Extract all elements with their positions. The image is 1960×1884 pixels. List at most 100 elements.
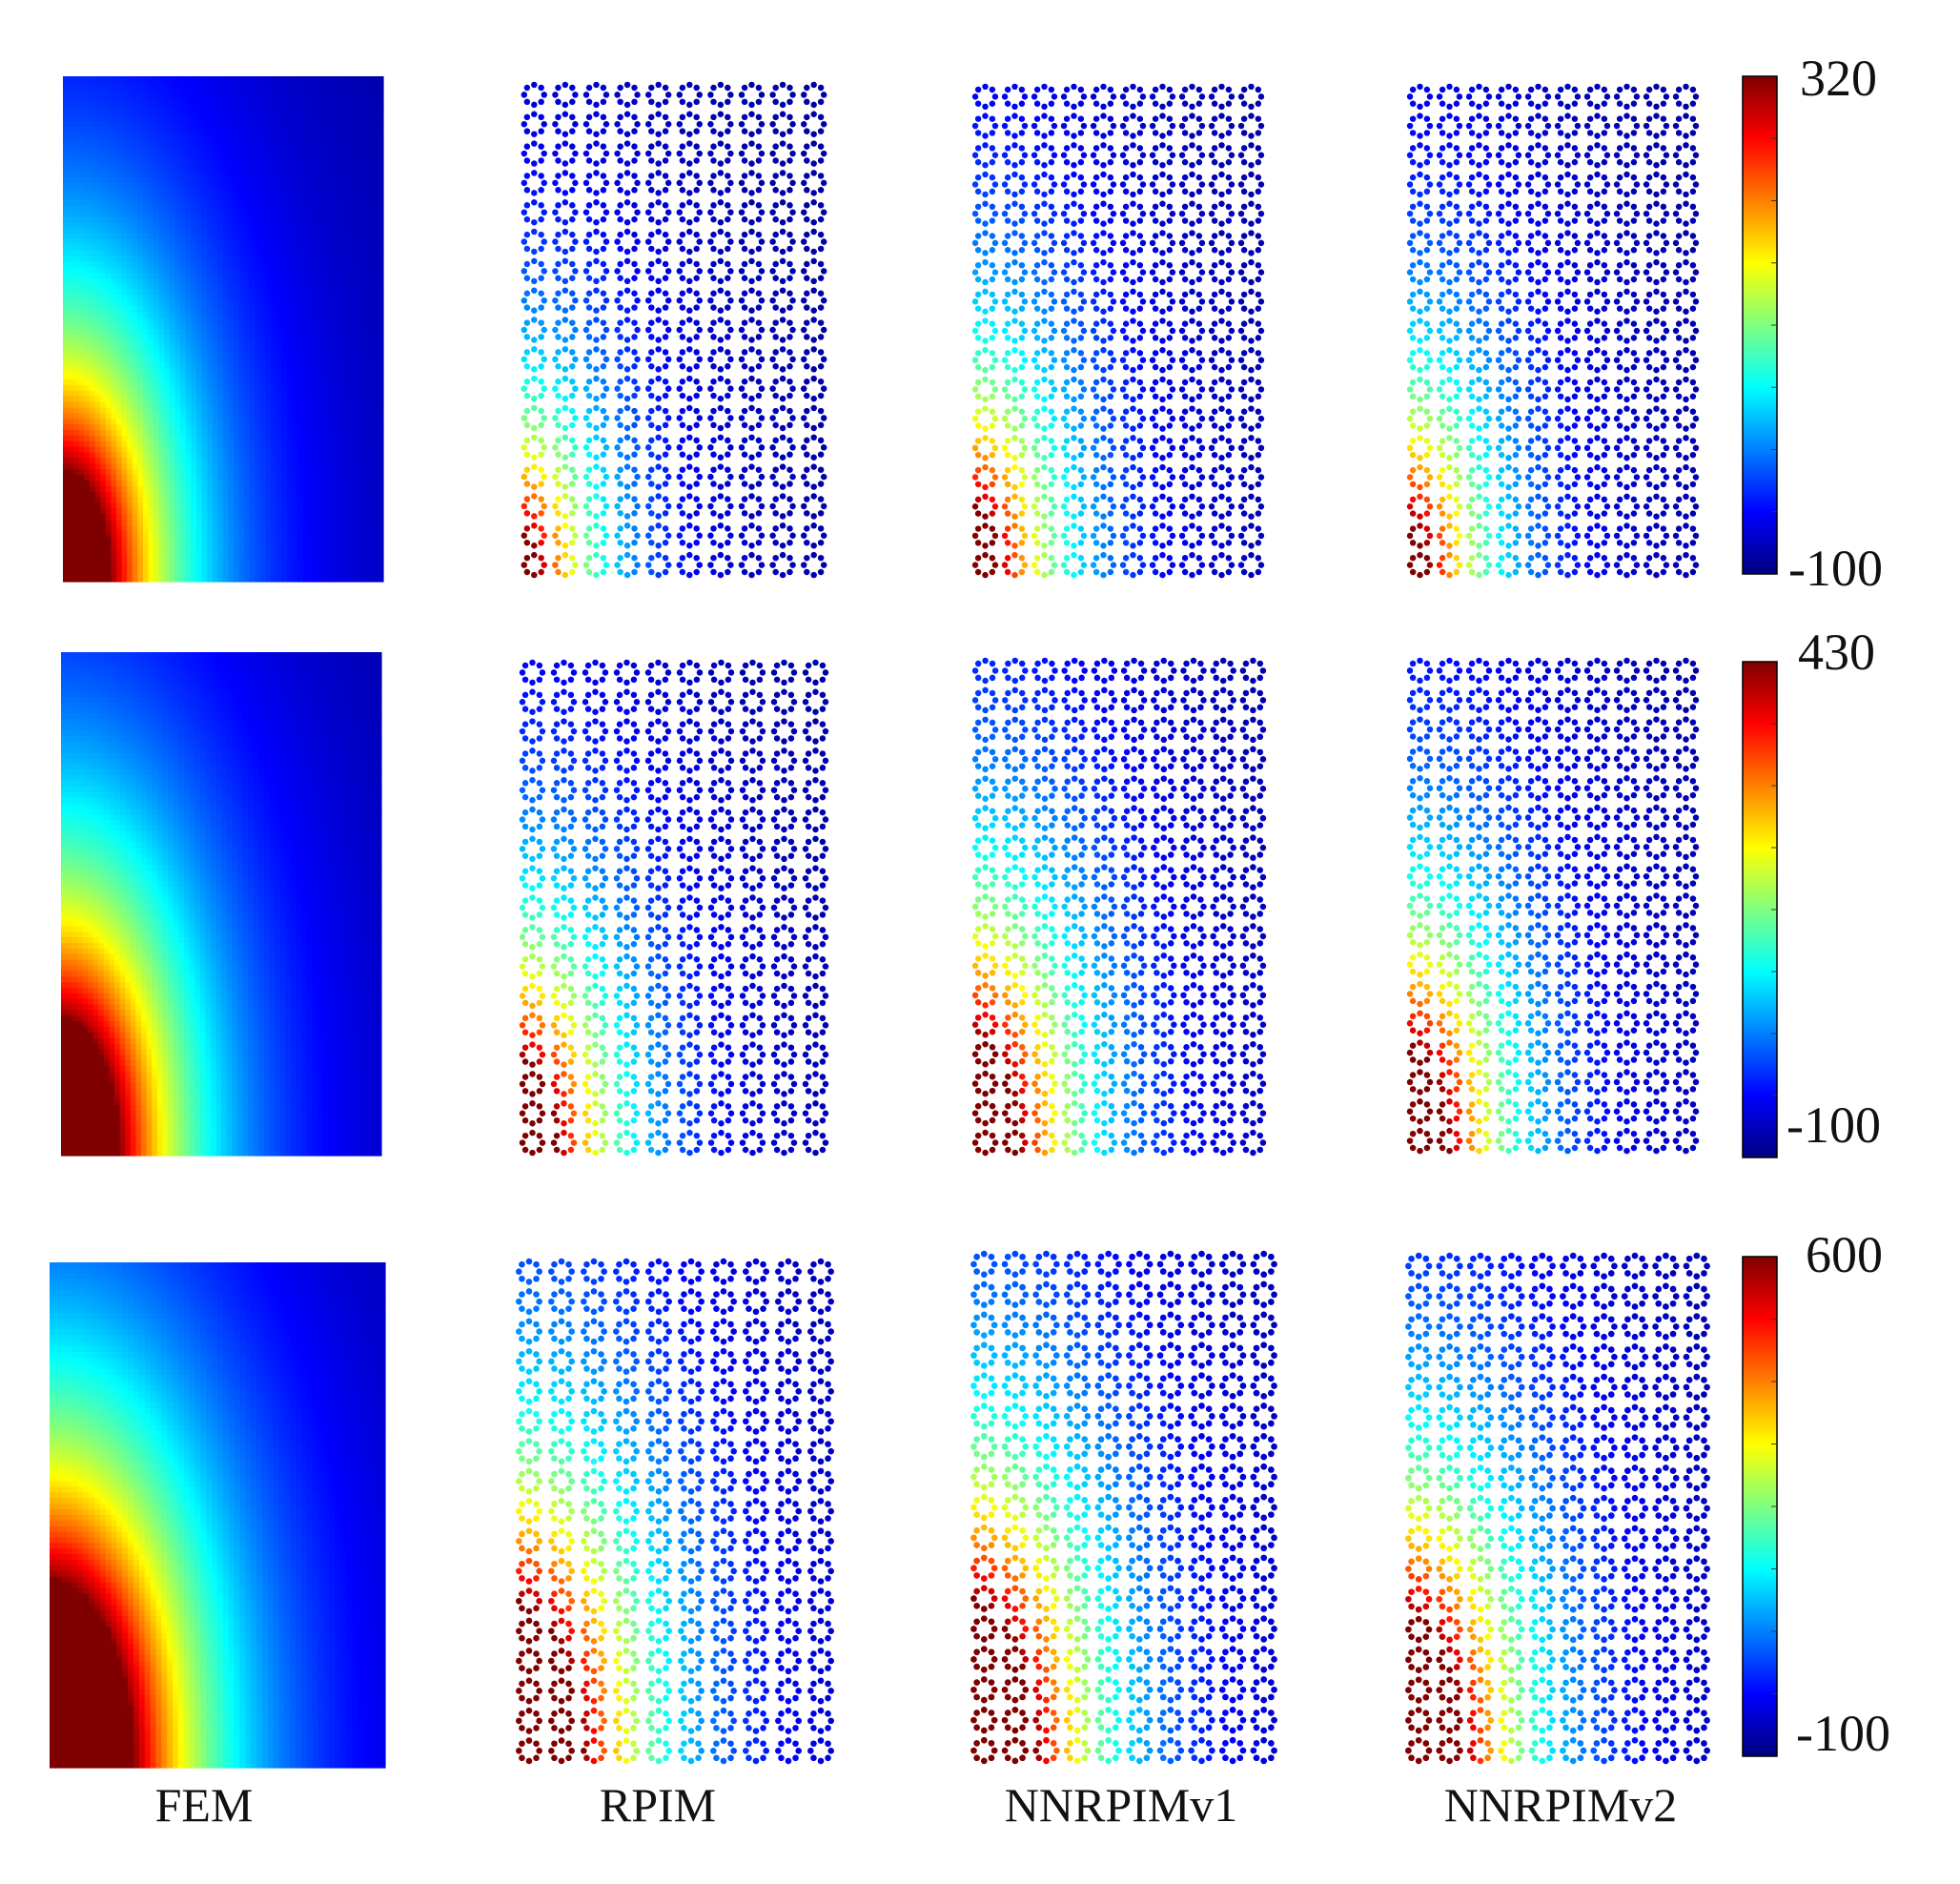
field-cell <box>116 446 123 454</box>
field-cell <box>73 419 80 425</box>
field-cell <box>63 424 70 431</box>
field-cell <box>351 121 357 128</box>
field-cell <box>234 520 240 526</box>
field-cell <box>250 379 256 386</box>
field-cell <box>201 261 208 268</box>
field-cell <box>260 233 267 240</box>
field-cell <box>127 407 133 414</box>
field-cell <box>255 514 261 521</box>
field-cell <box>68 525 74 532</box>
field-cell <box>223 137 230 145</box>
field-cell <box>330 374 337 380</box>
field-cell <box>223 149 230 156</box>
field-cell <box>143 419 150 425</box>
field-cell <box>116 536 123 543</box>
field-cell <box>100 199 107 207</box>
field-cell <box>271 250 277 257</box>
field-cell <box>297 211 304 217</box>
field-cell <box>148 491 154 499</box>
field-cell <box>271 351 277 358</box>
field-cell <box>297 368 304 375</box>
field-cell <box>345 430 352 437</box>
field-cell <box>158 323 165 330</box>
field-cell <box>90 430 96 437</box>
field-cell <box>250 339 256 347</box>
field-cell <box>196 407 203 414</box>
field-cell <box>244 250 251 257</box>
field-cell <box>196 396 203 403</box>
field-cell <box>265 199 272 207</box>
field-cell <box>132 306 138 313</box>
field-cell <box>378 463 384 470</box>
field-cell <box>217 435 224 442</box>
field-cell <box>330 250 337 257</box>
field-cell <box>318 188 325 195</box>
field-cell <box>260 430 267 437</box>
field-cell <box>276 121 283 128</box>
field-cell <box>228 430 235 437</box>
field-cell <box>132 345 138 353</box>
field-cell <box>185 205 192 212</box>
field-cell <box>170 199 176 207</box>
field-cell <box>185 508 192 515</box>
field-cell <box>180 430 187 437</box>
field-cell <box>100 424 107 431</box>
field-cell <box>196 154 203 161</box>
field-cell <box>217 306 224 313</box>
field-cell <box>378 481 384 487</box>
field-cell <box>158 334 165 341</box>
field-cell <box>351 396 357 403</box>
field-cell <box>217 92 224 100</box>
field-cell <box>132 401 138 409</box>
field-cell <box>116 238 123 246</box>
field-cell <box>180 273 187 279</box>
field-cell <box>281 172 288 178</box>
field-cell <box>143 481 150 487</box>
field-cell <box>287 127 294 133</box>
field-cell <box>217 368 224 375</box>
field-cell <box>212 362 218 369</box>
field-cell <box>212 177 218 184</box>
field-cell <box>137 475 144 481</box>
field-cell <box>238 76 245 83</box>
field-cell <box>228 132 235 139</box>
field-cell <box>340 110 347 116</box>
field-cell <box>84 289 91 297</box>
field-cell <box>303 295 310 302</box>
field-cell <box>250 430 256 437</box>
field-cell <box>308 166 315 173</box>
field-cell <box>143 300 150 308</box>
field-cell <box>292 430 298 437</box>
field-cell <box>244 424 251 431</box>
field-cell <box>271 160 277 167</box>
field-cell <box>324 222 331 229</box>
field-cell <box>260 312 267 318</box>
field-cell <box>153 154 160 161</box>
field-cell <box>127 396 133 403</box>
field-cell <box>105 188 112 195</box>
field-cell <box>281 491 288 499</box>
field-cell <box>255 306 261 313</box>
field-cell <box>174 525 181 532</box>
field-cell <box>116 458 123 464</box>
field-cell <box>207 98 214 106</box>
field-cell <box>265 211 272 217</box>
field-cell <box>137 222 144 229</box>
field-cell <box>260 110 267 116</box>
field-cell <box>132 92 138 100</box>
field-cell <box>287 379 294 386</box>
field-cell <box>63 182 70 190</box>
field-cell <box>238 127 245 133</box>
field-cell <box>255 177 261 184</box>
field-cell <box>281 256 288 262</box>
field-cell <box>90 110 96 116</box>
field-cell <box>158 127 165 133</box>
field-cell <box>78 497 85 504</box>
field-cell <box>271 154 277 161</box>
field-cell <box>170 424 176 431</box>
field-cell <box>137 446 144 454</box>
field-cell <box>217 452 224 460</box>
field-cell <box>265 256 272 262</box>
field-cell <box>308 267 315 274</box>
field-cell <box>90 295 96 302</box>
